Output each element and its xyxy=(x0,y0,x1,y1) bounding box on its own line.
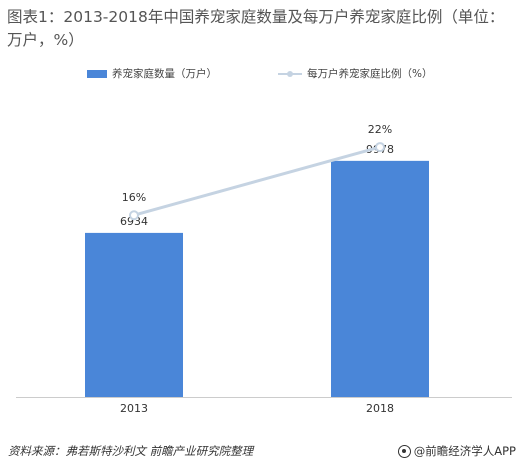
legend-line-swatch xyxy=(278,70,302,78)
line-value-label-2013: 16% xyxy=(122,191,146,204)
line-series-path xyxy=(133,145,381,217)
legend-item-bar: 养宠家庭数量（万户） xyxy=(87,66,217,81)
bar-value-label-2013: 6934 xyxy=(120,215,148,228)
brand-text: @前瞻经济学人APP xyxy=(413,444,516,458)
x-tick-label-2018: 2018 xyxy=(366,402,394,415)
legend-bar-swatch xyxy=(87,69,107,78)
line-point-2013 xyxy=(129,210,139,221)
legend-bar-label: 养宠家庭数量（万户） xyxy=(112,68,217,80)
x-tick-label-2013: 2013 xyxy=(120,402,148,415)
source-note: 资料来源：弗若斯特沙利文 前瞻产业研究院整理 xyxy=(8,444,254,458)
legend-line-label: 每万户养宠家庭比例（%） xyxy=(307,68,433,80)
brand-credit: @前瞻经济学人APP xyxy=(397,443,516,459)
legend-item-line: 每万户养宠家庭比例（%） xyxy=(278,66,432,81)
legend: 养宠家庭数量（万户） 每万户养宠家庭比例（%） xyxy=(0,66,526,80)
bar-2018 xyxy=(331,160,429,397)
brand-logo-icon xyxy=(397,444,411,458)
line-point-2018 xyxy=(375,142,385,153)
line-value-label-2018: 22% xyxy=(368,123,392,136)
bar-2013 xyxy=(85,232,183,397)
chart-title: 图表1：2013-2018年中国养宠家庭数量及每万户养宠家庭比例（单位：万户，%… xyxy=(7,8,505,49)
